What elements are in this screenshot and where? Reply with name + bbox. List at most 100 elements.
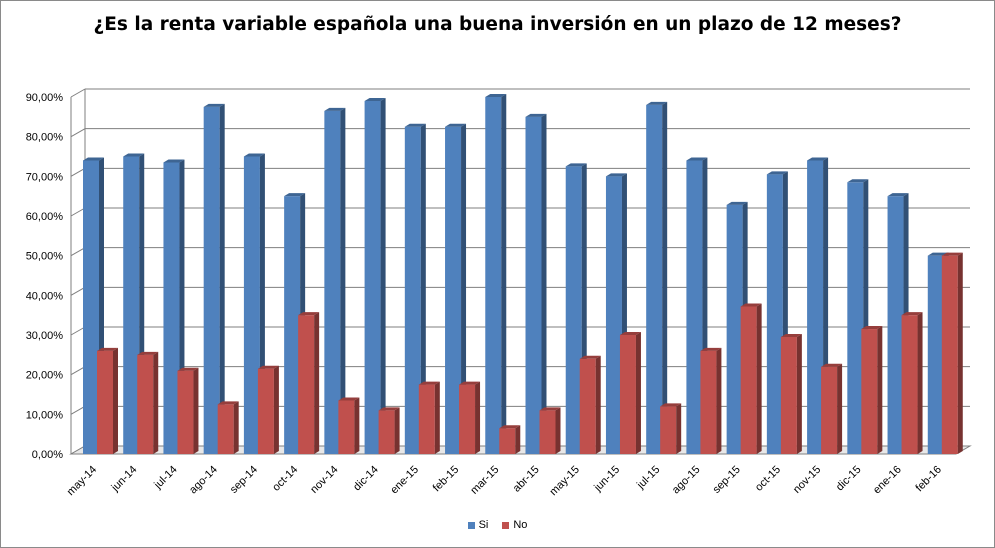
bar-no-oct-14-top xyxy=(298,312,320,316)
bar-si-ene-16-front xyxy=(887,196,904,454)
bar-si-jun-14-front xyxy=(123,156,140,454)
bar-si-nov-14 xyxy=(324,107,346,454)
x-tick-label: nov-14 xyxy=(308,464,340,496)
bar-si-abr-15-top xyxy=(525,113,547,117)
gridline-side xyxy=(70,167,86,177)
bar-no-ene-15 xyxy=(418,381,440,454)
bar-no-jul-15-front xyxy=(660,406,677,454)
bar-no-nov-15-front xyxy=(821,366,838,454)
y-axis-ticks: 0,00% 10,00% 20,00% 30,00% 40,00% 50,00% 60,00… xyxy=(26,92,64,461)
bar-no-may-14-front xyxy=(97,350,113,454)
x-tick-label: oct-14 xyxy=(270,464,300,494)
x-tick-label: ago-15 xyxy=(670,464,703,497)
bar-no-mar-15-side xyxy=(515,425,521,454)
bar-si-jun-15-top xyxy=(605,173,627,177)
bars xyxy=(83,94,963,455)
x-tick-label: sep-14 xyxy=(228,464,260,496)
bar-no-nov-14-front xyxy=(338,400,355,454)
bar-no-ene-15-top xyxy=(418,381,440,385)
bar-no-nov-14-side xyxy=(354,397,360,454)
bar-no-feb-16 xyxy=(941,252,963,454)
bar-si-mar-15-top xyxy=(485,94,507,97)
bar-si-feb-15-side xyxy=(461,123,467,454)
bar-si-jul-15-side xyxy=(662,101,668,454)
bar-si-dic-15-front xyxy=(847,182,864,455)
bar-no-oct-14-side xyxy=(314,312,320,454)
legend-label-no: No xyxy=(513,519,528,531)
bar-si-jul-15-front xyxy=(646,104,663,454)
bar-si-may-15-front xyxy=(565,166,582,454)
legend-item-si: Si xyxy=(467,519,489,531)
bar-no-dic-14-top xyxy=(378,407,400,411)
y-tick-label: 0,00% xyxy=(32,449,63,461)
bar-si-jun-15-front xyxy=(605,176,622,455)
bar-no-sep-14-top xyxy=(257,365,279,369)
x-tick-label: abr-15 xyxy=(511,464,542,495)
bar-si-mar-15-side xyxy=(501,94,507,454)
bar-si-oct-15-top xyxy=(766,171,788,175)
gridline-side xyxy=(70,326,86,336)
bar-no-nov-15-top xyxy=(821,363,843,367)
bar-no-mar-15-top xyxy=(499,425,521,429)
bar-si-dic-14-top xyxy=(364,97,386,101)
bar-si-nov-15-front xyxy=(807,160,824,454)
bar-si-jul-14-front xyxy=(163,162,180,454)
bar-no-ago-15-front xyxy=(700,350,717,454)
bar-no-abr-15-side xyxy=(555,407,561,454)
bar-si-sep-14-top xyxy=(243,153,265,157)
bar-si-mar-15 xyxy=(485,94,507,454)
bar-no-jul-15-top xyxy=(660,403,682,407)
y-tick-label: 80,00% xyxy=(26,132,64,144)
bar-no-nov-14-top xyxy=(338,397,360,401)
bar-si-ago-14-side xyxy=(219,103,225,455)
bar-si-nov-14-side xyxy=(340,107,346,454)
bar-no-nov-15 xyxy=(821,363,843,454)
bar-si-may-14-top xyxy=(83,157,104,161)
bar-no-jun-14-side xyxy=(153,351,159,454)
x-tick-label: ene-16 xyxy=(871,464,904,497)
bar-si-abr-15 xyxy=(525,113,547,454)
bar-no-feb-16-top xyxy=(941,252,963,256)
bar-no-nov-15-side xyxy=(837,363,843,454)
bar-no-may-15-front xyxy=(579,358,596,454)
x-tick-label: dic-15 xyxy=(834,464,864,494)
bar-si-ene-15-side xyxy=(420,123,426,454)
bar-no-jun-15 xyxy=(619,332,641,454)
legend-label-si: Si xyxy=(478,519,489,531)
gridline-side xyxy=(70,286,86,296)
bar-si-jul-14-top xyxy=(163,159,185,163)
bar-no-may-14-top xyxy=(97,347,118,351)
x-tick-label: jul-14 xyxy=(151,464,179,492)
bar-si-abr-15-side xyxy=(541,113,547,454)
bar-si-oct-14-front xyxy=(284,196,301,454)
bar-no-sep-15-front xyxy=(740,306,757,454)
bar-no-dic-15-side xyxy=(877,326,883,454)
bar-no-oct-15-side xyxy=(796,333,802,454)
bar-no-may-14 xyxy=(97,347,118,454)
gridline-side xyxy=(70,366,86,376)
bar-no-dic-15-top xyxy=(861,326,883,330)
bar-no-sep-14-side xyxy=(273,365,279,454)
bar-no-ene-15-side xyxy=(434,381,440,454)
legend-swatch-no xyxy=(502,521,510,529)
bar-si-jul-15-top xyxy=(646,101,668,105)
gridline-side xyxy=(70,88,86,98)
bar-no-jun-14-top xyxy=(137,351,159,355)
x-tick-label: may-15 xyxy=(548,464,582,498)
y-tick-label: 10,00% xyxy=(26,409,64,421)
bar-si-nov-15-top xyxy=(807,157,829,161)
bar-si-may-15-top xyxy=(565,163,587,167)
bar-si-ago-14-front xyxy=(203,106,220,455)
legend: Si No xyxy=(0,519,995,531)
bar-no-jun-14-front xyxy=(137,354,154,454)
x-tick-label: jun-15 xyxy=(591,464,622,495)
bar-no-sep-14 xyxy=(257,365,279,454)
y-tick-label: 30,00% xyxy=(26,330,64,342)
y-tick-label: 50,00% xyxy=(26,251,64,263)
bar-si-jun-14-top xyxy=(123,153,145,157)
bar-no-ene-16 xyxy=(901,312,923,454)
bar-no-abr-15-top xyxy=(539,407,561,411)
y-tick-label: 40,00% xyxy=(26,290,64,302)
bar-no-sep-14-front xyxy=(257,368,274,454)
bar-no-dic-14-front xyxy=(378,410,395,454)
